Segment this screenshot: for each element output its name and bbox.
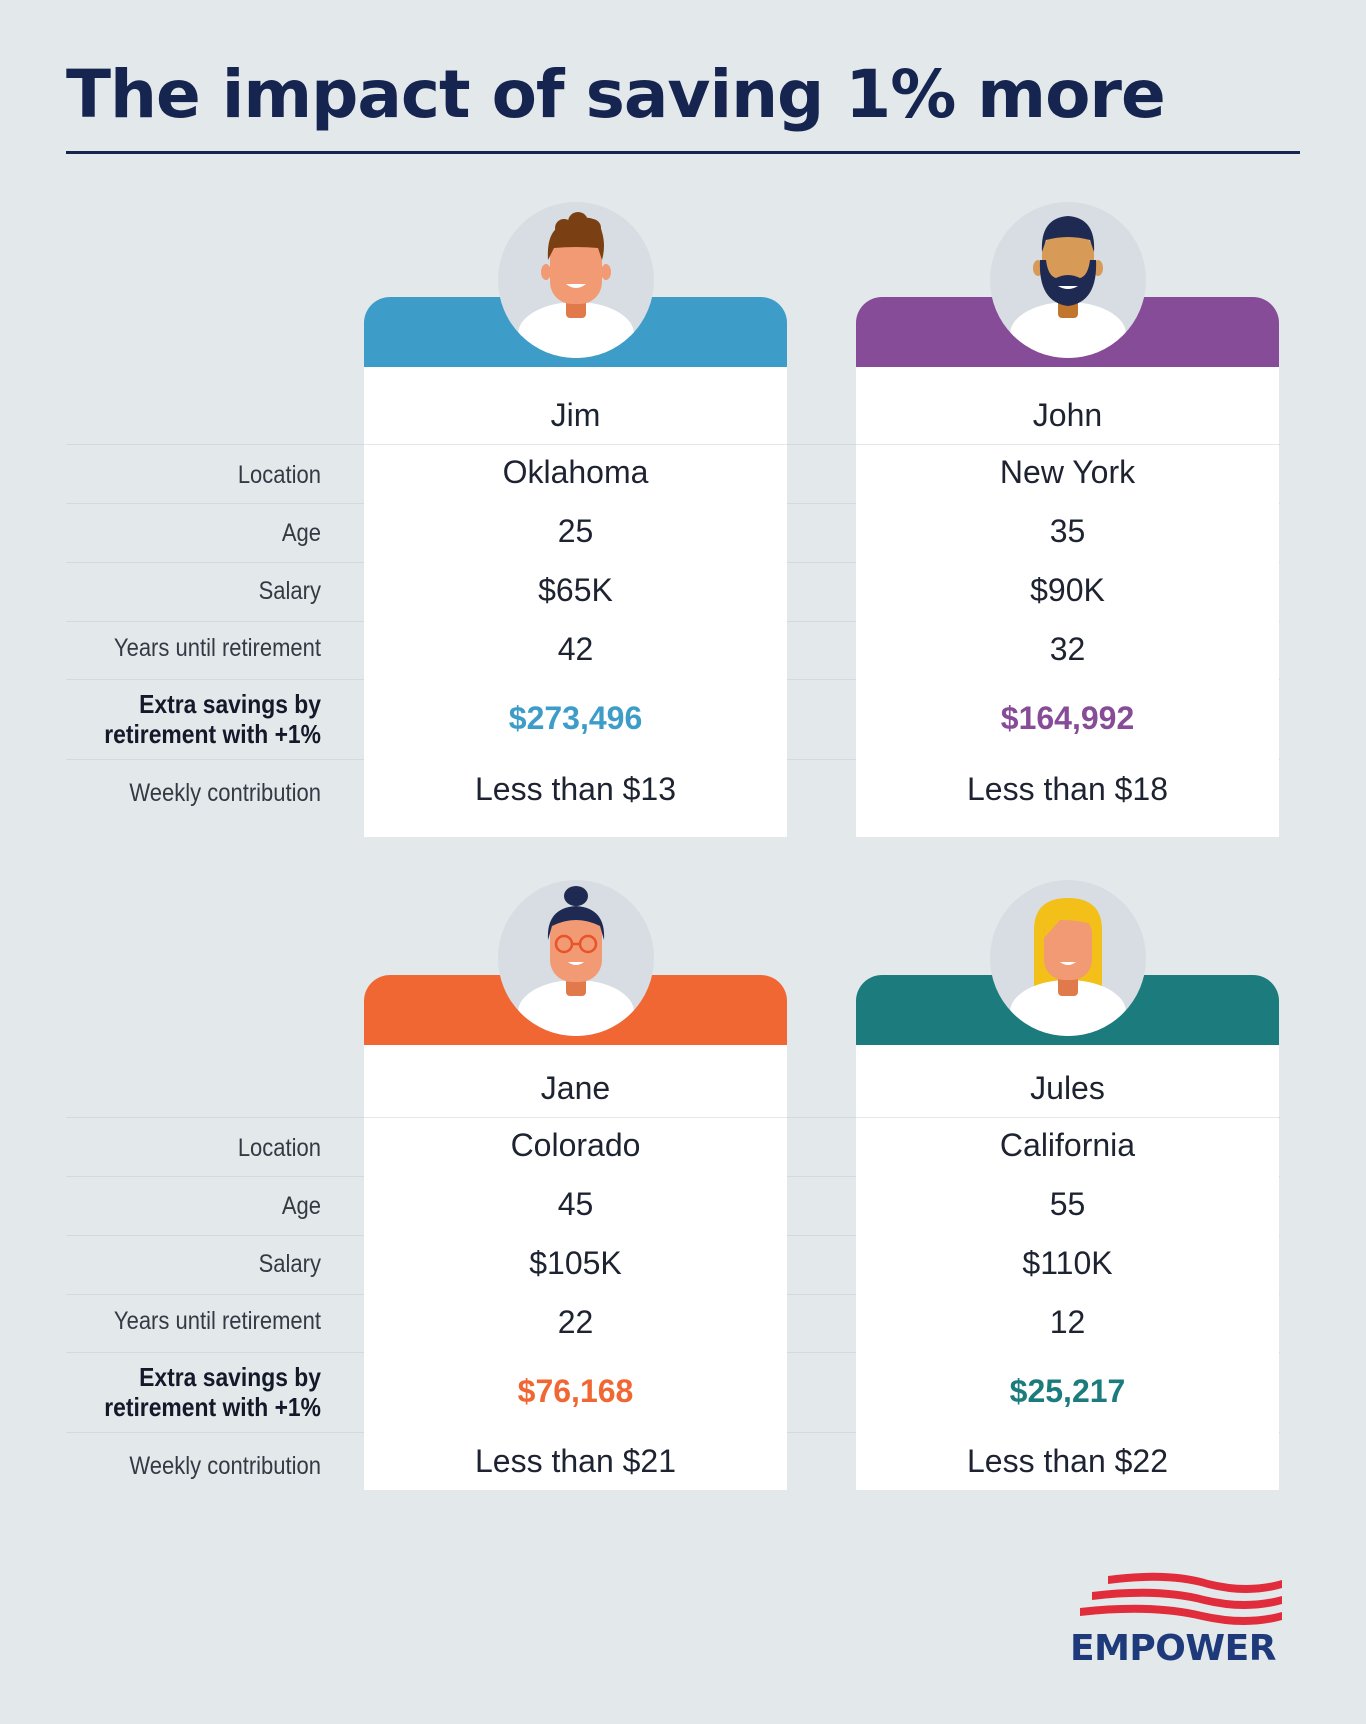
label-years: Years until retirement [113,634,321,662]
person-years: 22 [557,1304,594,1340]
label-weekly: Weekly contribution [129,1452,321,1480]
person-age: 25 [557,513,594,549]
person-weekly: Less than $21 [474,1443,677,1479]
avatar-john [990,202,1146,358]
person-card-jules: Jules California 55 $110K 12 $25,217 Les… [856,975,1279,1515]
person-salary: $110K [1022,1245,1113,1281]
label-weekly: Weekly contribution [129,779,321,807]
person-extra-savings: $25,217 [1009,1373,1126,1409]
person-years: 32 [1049,631,1086,667]
person-extra-savings: $164,992 [1000,700,1135,736]
person-years: 42 [557,631,594,667]
person-extra-savings: $76,168 [517,1373,634,1409]
person-weekly: Less than $18 [966,771,1169,807]
label-age: Age [281,519,321,547]
person-card-jane: Jane Colorado 45 $105K 22 $76,168 Less t… [364,975,787,1515]
person-salary: $90K [1030,572,1105,608]
person-age: 55 [1049,1186,1086,1222]
person-location: Oklahoma [502,454,649,490]
label-location: Location [237,1134,321,1162]
page-title: The impact of saving 1% more [66,56,1166,133]
person-age: 45 [557,1186,594,1222]
person-weekly: Less than $13 [474,771,677,807]
label-extra-line2: retirement with +1% [104,1392,321,1422]
avatar-jim [498,202,654,358]
person-location: Colorado [510,1127,641,1163]
label-extra-line2: retirement with +1% [104,719,321,749]
avatar-jules [990,880,1146,1036]
person-card-jim: Jim Oklahoma 25 $65K 42 $273,496 Less th… [364,297,787,837]
person-name: Jane [540,1070,611,1106]
person-weekly: Less than $22 [966,1443,1169,1479]
label-age: Age [281,1192,321,1220]
person-name: John [1032,397,1103,433]
person-location: New York [999,454,1136,490]
person-name: Jim [550,397,601,433]
person-salary: $105K [529,1245,622,1281]
label-extra-line1: Extra savings by [139,1362,321,1392]
label-extra-line1: Extra savings by [139,689,321,719]
label-salary: Salary [258,577,321,605]
person-years: 12 [1049,1304,1086,1340]
empower-logo-flag-icon [1080,1572,1282,1625]
person-location: California [999,1127,1136,1163]
person-name: Jules [1030,1070,1105,1106]
label-location: Location [237,461,321,489]
label-years: Years until retirement [113,1307,321,1335]
avatar-jane [498,880,654,1036]
person-age: 35 [1049,513,1086,549]
person-salary: $65K [538,572,613,608]
label-salary: Salary [258,1250,321,1278]
empower-logo-text: EMPOWER [1070,1628,1276,1669]
title-divider [66,151,1300,154]
person-extra-savings: $273,496 [508,700,643,736]
person-card-john: John New York 35 $90K 32 $164,992 Less t… [856,297,1279,837]
